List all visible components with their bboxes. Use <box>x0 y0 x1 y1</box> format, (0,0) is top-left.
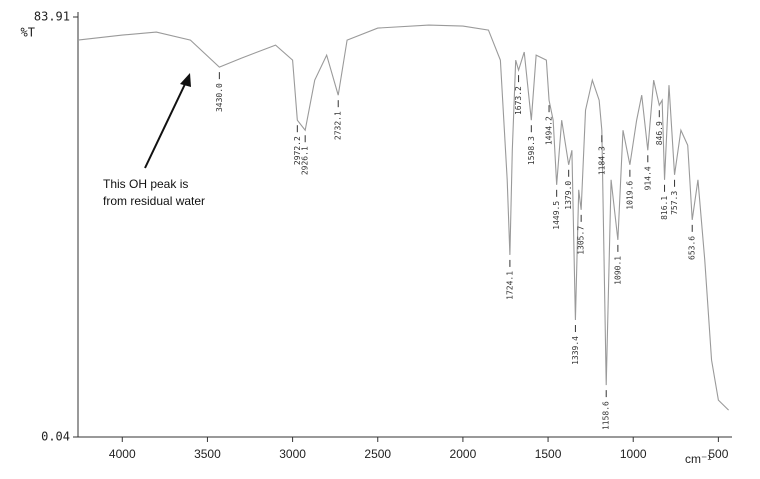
peak-label: 1379.0 <box>564 181 573 210</box>
peak-label: 1158.6 <box>602 401 611 430</box>
x-tick-label: 2500 <box>364 447 391 461</box>
x-tick-label: 4000 <box>109 447 136 461</box>
peak-label: 846.9 <box>655 121 664 145</box>
x-tick-label: 1500 <box>535 447 562 461</box>
peak-label: 1184.3 <box>597 146 606 175</box>
peak-label: 653.6 <box>688 236 697 260</box>
y-tick-label: 83.91 <box>34 10 70 24</box>
x-axis-label: cm⁻¹ <box>685 452 711 466</box>
peak-label: 2972.2 <box>293 136 302 165</box>
y-axis-label: %T <box>21 26 35 40</box>
peak-label: 2926.1 <box>301 146 310 175</box>
peak-label: 1449.5 <box>552 201 561 230</box>
peak-label: 1494.2 <box>545 116 554 145</box>
peak-label: 757.3 <box>670 191 679 215</box>
peak-label: 2732.1 <box>334 111 343 140</box>
x-tick-label: 3000 <box>279 447 306 461</box>
spectrum-line <box>77 24 729 411</box>
peak-label: 1598.3 <box>527 136 536 165</box>
peak-label: 1724.1 <box>505 271 514 300</box>
peak-label: 1305.7 <box>577 226 586 255</box>
x-tick-label: 3500 <box>194 447 221 461</box>
peak-label: 1090.1 <box>613 256 622 285</box>
x-tick-label: 1000 <box>620 447 647 461</box>
annotation-line: This OH peak is <box>103 177 188 191</box>
peak-label: 1673.2 <box>514 86 523 115</box>
annotation-line: from residual water <box>103 194 205 208</box>
peak-label: 1019.6 <box>625 181 634 210</box>
peak-label: 914.4 <box>643 166 652 190</box>
peak-label: 3430.0 <box>215 83 224 112</box>
x-tick-label: 2000 <box>450 447 477 461</box>
annotation-arrowhead <box>180 73 191 87</box>
peak-label: 816.1 <box>660 196 669 220</box>
annotation-arrow <box>144 81 187 169</box>
peak-label: 1339.4 <box>571 336 580 365</box>
y-tick-label: 0.04 <box>41 430 70 444</box>
x-tick-label: 500 <box>708 447 728 461</box>
